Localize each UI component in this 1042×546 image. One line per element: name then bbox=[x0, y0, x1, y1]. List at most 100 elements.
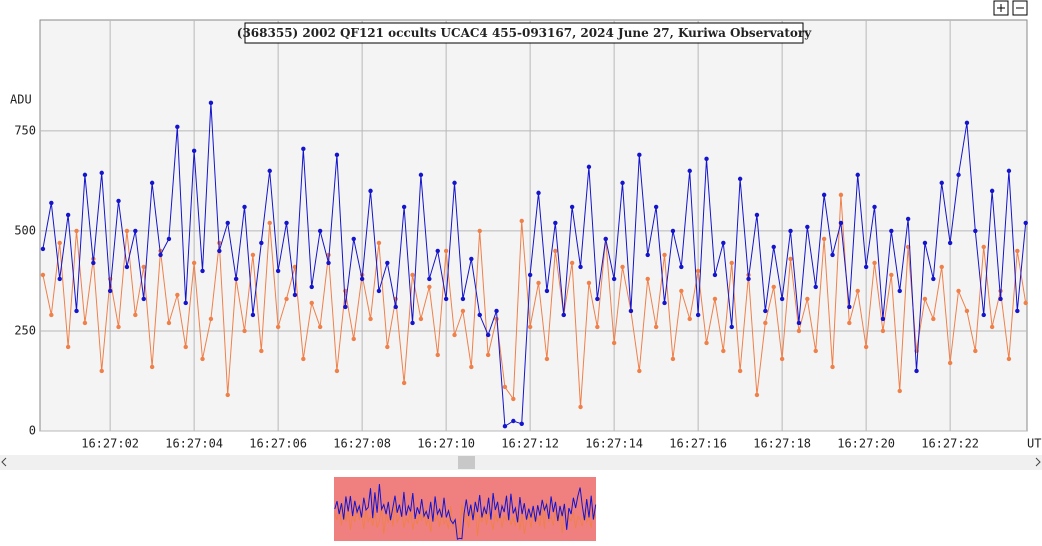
data-point bbox=[275, 268, 281, 274]
plus-icon bbox=[997, 4, 1005, 12]
data-point bbox=[813, 284, 818, 290]
data-point bbox=[401, 204, 407, 210]
scrollbar[interactable] bbox=[0, 455, 1042, 470]
data-point bbox=[763, 320, 768, 326]
data-point bbox=[687, 168, 692, 174]
data-point bbox=[637, 368, 642, 374]
data-point bbox=[611, 340, 617, 346]
data-point bbox=[141, 296, 146, 302]
data-point bbox=[485, 352, 491, 358]
data-point bbox=[40, 246, 46, 252]
data-point bbox=[443, 248, 449, 254]
data-point bbox=[989, 188, 995, 194]
data-point bbox=[586, 164, 592, 170]
data-point bbox=[905, 216, 911, 222]
data-point bbox=[351, 236, 356, 242]
data-point bbox=[855, 172, 860, 178]
data-point bbox=[301, 146, 306, 152]
data-point bbox=[637, 152, 642, 158]
x-tick-label: 16:27:06 bbox=[249, 437, 307, 451]
data-point bbox=[695, 268, 701, 274]
data-point bbox=[569, 204, 575, 210]
data-point bbox=[267, 220, 272, 226]
data-point bbox=[502, 384, 508, 390]
data-point bbox=[116, 198, 121, 204]
scroll-thumb[interactable] bbox=[458, 456, 475, 469]
data-point bbox=[679, 264, 684, 270]
x-tick-label: 16:27:02 bbox=[81, 437, 139, 451]
x-tick-label: 16:27:22 bbox=[921, 437, 979, 451]
data-point bbox=[855, 288, 860, 294]
data-point bbox=[922, 240, 928, 246]
data-point bbox=[259, 348, 264, 354]
data-point bbox=[973, 228, 978, 234]
data-point bbox=[687, 316, 692, 322]
data-point bbox=[502, 423, 508, 429]
data-point bbox=[217, 248, 222, 254]
data-point bbox=[914, 368, 919, 374]
data-point bbox=[309, 284, 314, 290]
data-point bbox=[956, 288, 961, 294]
data-point bbox=[847, 320, 852, 326]
data-point bbox=[553, 220, 558, 226]
data-point bbox=[65, 212, 71, 218]
x-axis-label: UT bbox=[1027, 437, 1041, 451]
data-point bbox=[922, 296, 928, 302]
data-point bbox=[821, 236, 827, 242]
data-point bbox=[653, 204, 659, 210]
data-point bbox=[704, 340, 709, 346]
data-point bbox=[183, 344, 188, 350]
data-point bbox=[460, 308, 466, 314]
data-point bbox=[460, 296, 466, 302]
overview-line bbox=[334, 484, 597, 540]
data-point bbox=[250, 252, 256, 258]
data-point bbox=[746, 276, 751, 282]
data-point bbox=[427, 276, 432, 282]
data-point bbox=[175, 292, 180, 298]
data-point bbox=[351, 336, 356, 342]
data-point bbox=[536, 190, 541, 196]
x-tick-label: 16:27:12 bbox=[501, 437, 559, 451]
data-point bbox=[393, 304, 398, 310]
y-tick-label: 750 bbox=[14, 123, 36, 137]
data-point bbox=[49, 312, 54, 318]
data-point bbox=[679, 288, 684, 294]
series-line bbox=[42, 194, 1027, 408]
data-point bbox=[485, 332, 491, 338]
data-point bbox=[91, 260, 96, 266]
x-tick-label: 16:27:16 bbox=[669, 437, 727, 451]
data-point bbox=[1015, 248, 1020, 254]
data-point bbox=[595, 324, 600, 330]
data-point bbox=[847, 304, 852, 310]
data-point bbox=[191, 148, 197, 154]
data-point bbox=[620, 264, 625, 270]
data-point bbox=[712, 296, 718, 302]
data-point bbox=[149, 364, 155, 370]
data-point bbox=[763, 308, 768, 314]
data-point bbox=[494, 308, 499, 314]
data-point bbox=[208, 100, 214, 106]
data-point bbox=[317, 324, 323, 330]
data-point bbox=[149, 180, 155, 186]
data-point bbox=[477, 228, 482, 234]
data-point bbox=[628, 308, 634, 314]
data-point bbox=[208, 316, 214, 322]
data-point bbox=[1006, 168, 1012, 174]
scroll-arrows[interactable] bbox=[1, 457, 1041, 467]
data-point bbox=[788, 256, 793, 262]
data-point bbox=[721, 240, 726, 246]
data-point bbox=[998, 296, 1003, 302]
data-point bbox=[175, 124, 180, 130]
data-point bbox=[107, 288, 113, 294]
data-point bbox=[74, 308, 79, 314]
data-point bbox=[435, 248, 440, 254]
data-point bbox=[897, 288, 902, 294]
zoom-buttons[interactable] bbox=[993, 0, 1028, 16]
data-point bbox=[200, 356, 205, 362]
data-point bbox=[158, 252, 163, 258]
data-point bbox=[796, 320, 802, 326]
data-point bbox=[124, 264, 130, 270]
data-point bbox=[527, 324, 533, 330]
data-point bbox=[116, 324, 121, 330]
